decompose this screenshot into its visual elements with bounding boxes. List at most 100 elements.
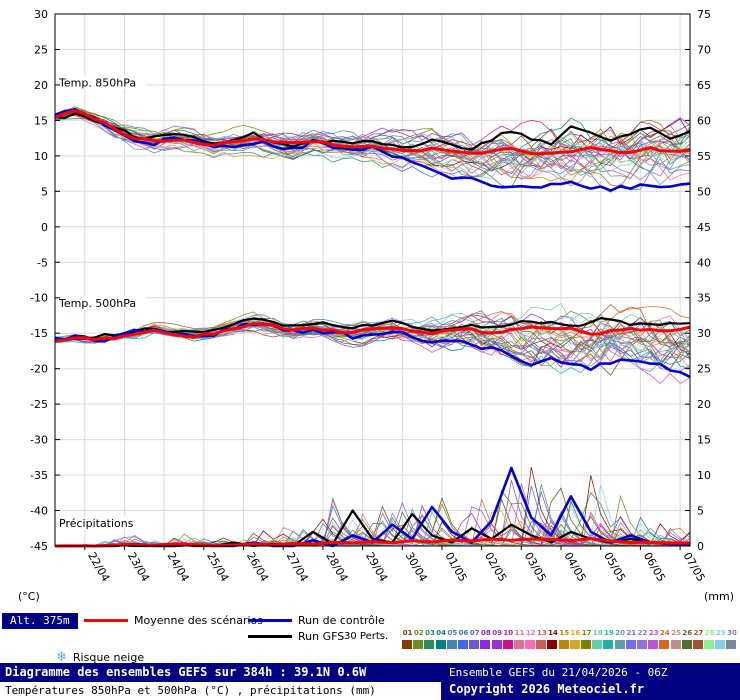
svg-text:-5: -5 xyxy=(37,256,48,269)
svg-text:40: 40 xyxy=(697,256,711,269)
gfs-line-sample xyxy=(248,635,292,638)
pert-color-swatch xyxy=(636,640,647,649)
legend-gfs: Run GFS xyxy=(248,630,344,643)
pert-color-swatch xyxy=(558,640,569,649)
svg-text:25: 25 xyxy=(34,44,48,57)
svg-text:10: 10 xyxy=(34,150,48,163)
pert-color-swatch xyxy=(424,640,435,649)
date-tick-label: 30/04 xyxy=(403,550,430,584)
pert-color-swatch xyxy=(413,640,424,649)
legend-control-label: Run de contrôle xyxy=(298,614,385,627)
svg-text:55: 55 xyxy=(697,150,711,163)
pert-number: 17 xyxy=(581,629,592,637)
ensemble-mean-line xyxy=(54,321,691,343)
svg-text:10: 10 xyxy=(697,469,711,482)
pert-number: 04 xyxy=(436,629,447,637)
pert-number: 15 xyxy=(559,629,570,637)
pert-color-swatch xyxy=(513,640,524,649)
svg-text:-40: -40 xyxy=(30,505,48,518)
panel-label: Temp. 500hPa xyxy=(58,297,136,310)
pert-color-swatch xyxy=(502,640,513,649)
svg-text:25: 25 xyxy=(697,363,711,376)
pert-number: 28 xyxy=(704,629,715,637)
pert-color-swatch xyxy=(491,640,502,649)
pert-number: 22 xyxy=(637,629,648,637)
svg-text:50: 50 xyxy=(697,185,711,198)
pert-color-swatch xyxy=(536,640,547,649)
pert-number: 23 xyxy=(648,629,659,637)
svg-text:30: 30 xyxy=(697,327,711,340)
pert-number: 08 xyxy=(481,629,491,637)
date-tick-label: 28/04 xyxy=(323,550,350,584)
chart-subtitle: Températures 850hPa et 500hPa (°C) , pré… xyxy=(5,684,376,697)
snow-risk-legend: ❄ Risque neige xyxy=(56,650,144,665)
date-tick-label: 27/04 xyxy=(284,550,311,584)
control-line-sample xyxy=(248,619,292,622)
svg-text:15: 15 xyxy=(697,434,711,447)
date-tick-label: 02/05 xyxy=(482,550,509,584)
pert-color-swatch xyxy=(480,640,491,649)
date-tick-label: 22/04 xyxy=(85,550,112,584)
pert-number: 05 xyxy=(447,629,458,637)
date-tick-label: 04/05 xyxy=(561,550,588,584)
right-axis-unit: (mm) xyxy=(704,590,734,603)
date-tick-label: 01/05 xyxy=(442,550,469,584)
pert-number: 16 xyxy=(570,629,581,637)
date-tick-label: 24/04 xyxy=(165,550,192,584)
snow-risk-label: Risque neige xyxy=(72,651,145,664)
pert-number: 21 xyxy=(626,629,637,637)
pert-number: 13 xyxy=(536,629,547,637)
svg-text:-15: -15 xyxy=(30,327,48,340)
pert-number: 12 xyxy=(525,629,536,637)
pert-color-swatch xyxy=(715,640,726,649)
date-tick-label: 25/04 xyxy=(204,550,231,584)
pert-number: 26 xyxy=(682,629,693,637)
panel-label: Temp. 850hPa xyxy=(58,76,136,89)
svg-text:60: 60 xyxy=(697,114,711,127)
pert-color-swatch xyxy=(469,640,480,649)
chart-title: Diagramme des ensembles GEFS sur 384h : … xyxy=(0,663,441,682)
pert-color-swatch xyxy=(726,640,737,649)
svg-text:75: 75 xyxy=(697,8,711,21)
svg-text:65: 65 xyxy=(697,79,711,92)
ensemble-chart: Temp. 850hPa Temp. 500hPa Précipitations 30… xyxy=(18,8,734,603)
pert-number: 06 xyxy=(458,629,469,637)
svg-text:-30: -30 xyxy=(30,434,48,447)
svg-text:-10: -10 xyxy=(30,292,48,305)
pert-color-swatch xyxy=(525,640,536,649)
pert-number: 09 xyxy=(492,629,502,637)
pert-number: 03 xyxy=(425,629,435,637)
panel-label: Précipitations xyxy=(59,517,134,530)
date-tick-label: 03/05 xyxy=(522,550,549,584)
plot-frame xyxy=(54,13,691,547)
pert-color-swatch xyxy=(648,640,659,649)
svg-text:20: 20 xyxy=(34,79,48,92)
legend-control: Run de contrôle xyxy=(248,614,385,627)
legend-mean: Moyenne des scénarios xyxy=(84,614,263,627)
svg-text:35: 35 xyxy=(697,292,711,305)
date-tick-label: 26/04 xyxy=(244,550,271,584)
svg-text:0: 0 xyxy=(41,221,48,234)
pert-number: 02 xyxy=(413,629,424,637)
svg-text:30: 30 xyxy=(34,8,48,21)
pert-number: 07 xyxy=(469,629,480,637)
svg-text:70: 70 xyxy=(697,44,711,57)
pert-number: 01 xyxy=(402,629,413,637)
gfs-run-line xyxy=(54,112,691,151)
date-tick-label: 29/04 xyxy=(363,550,390,584)
pert-number: 24 xyxy=(660,629,670,637)
pert-number: 30 xyxy=(727,629,737,637)
pert-number: 11 xyxy=(514,629,525,637)
pert-color-swatch xyxy=(614,640,625,649)
altitude-badge: Alt. 375m xyxy=(2,613,78,629)
date-tick-label: 23/04 xyxy=(125,550,152,584)
svg-text:45: 45 xyxy=(697,221,711,234)
legend: Alt. 375m Moyenne des scénarios Run de c… xyxy=(0,610,740,665)
pert-number: 25 xyxy=(671,629,681,637)
pert-number: 14 xyxy=(548,629,558,637)
copyright: Copyright 2026 Meteociel.fr xyxy=(449,682,645,696)
svg-text:-25: -25 xyxy=(30,398,48,411)
pert-number: 10 xyxy=(503,629,514,637)
pert-number: 29 xyxy=(715,629,726,637)
